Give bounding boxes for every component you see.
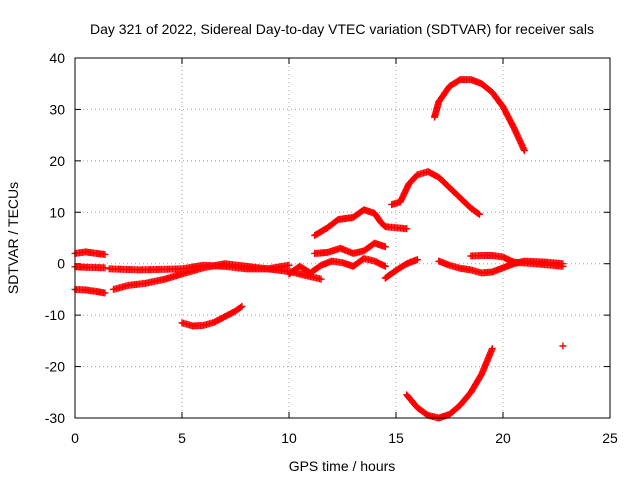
- data-point: [285, 261, 293, 269]
- y-tick-label: -30: [45, 410, 65, 426]
- y-axis-label: SDTVAR / TECUs: [5, 182, 21, 294]
- x-axis-label: GPS time / hours: [289, 458, 396, 474]
- data-point: [381, 243, 389, 251]
- data-point: [403, 225, 411, 233]
- series-arc-8: [311, 239, 389, 257]
- y-tick-label: 30: [49, 101, 65, 117]
- axis-ticks: 0 5 10 15 20 25 -30 -20 -10 0 10 20 30 40: [45, 50, 618, 446]
- series-arc-6: [178, 302, 246, 330]
- data-point: [413, 256, 421, 264]
- grid: [75, 58, 610, 418]
- plot-frame: [74, 57, 611, 419]
- data-point: [238, 302, 246, 310]
- series-arc-9: [311, 206, 411, 239]
- data-point: [475, 210, 483, 218]
- y-tick-label: 20: [49, 153, 65, 169]
- data-point: [237, 303, 245, 311]
- y-tick-label: -20: [45, 359, 65, 375]
- x-tick-label: 10: [281, 430, 297, 446]
- data-point: [559, 342, 567, 350]
- series-arc-11: [388, 168, 483, 218]
- x-tick-label: 25: [602, 430, 618, 446]
- series-arc-5: [110, 260, 293, 293]
- data-series: [71, 76, 567, 422]
- x-tick-label: 5: [178, 430, 186, 446]
- y-tick-label: 10: [49, 204, 65, 220]
- data-point: [520, 147, 528, 155]
- series-arc-13: [431, 76, 528, 155]
- y-tick-label: 0: [57, 256, 65, 272]
- data-point: [381, 262, 389, 270]
- y-tick-label: 40: [49, 50, 65, 66]
- x-tick-label: 20: [495, 430, 511, 446]
- series-arc-15: [467, 251, 567, 270]
- series-arc-2: [71, 263, 109, 272]
- series-arc-7: [285, 255, 389, 278]
- chart-title: Day 321 of 2022, Sidereal Day-to-day VTE…: [90, 21, 594, 37]
- y-tick-label: -10: [45, 307, 65, 323]
- data-point: [101, 289, 109, 297]
- data-point: [488, 345, 496, 353]
- series-arc-3: [71, 285, 109, 297]
- series-arc-16: [559, 342, 567, 350]
- data-point: [101, 264, 109, 272]
- x-tick-label: 0: [71, 430, 79, 446]
- data-point: [559, 262, 567, 270]
- series-arc-10: [381, 256, 421, 282]
- series-arc-1: [71, 248, 109, 258]
- x-tick-label: 15: [388, 430, 404, 446]
- data-point: [101, 250, 109, 258]
- data-point: [474, 209, 482, 217]
- data-point: [317, 275, 325, 283]
